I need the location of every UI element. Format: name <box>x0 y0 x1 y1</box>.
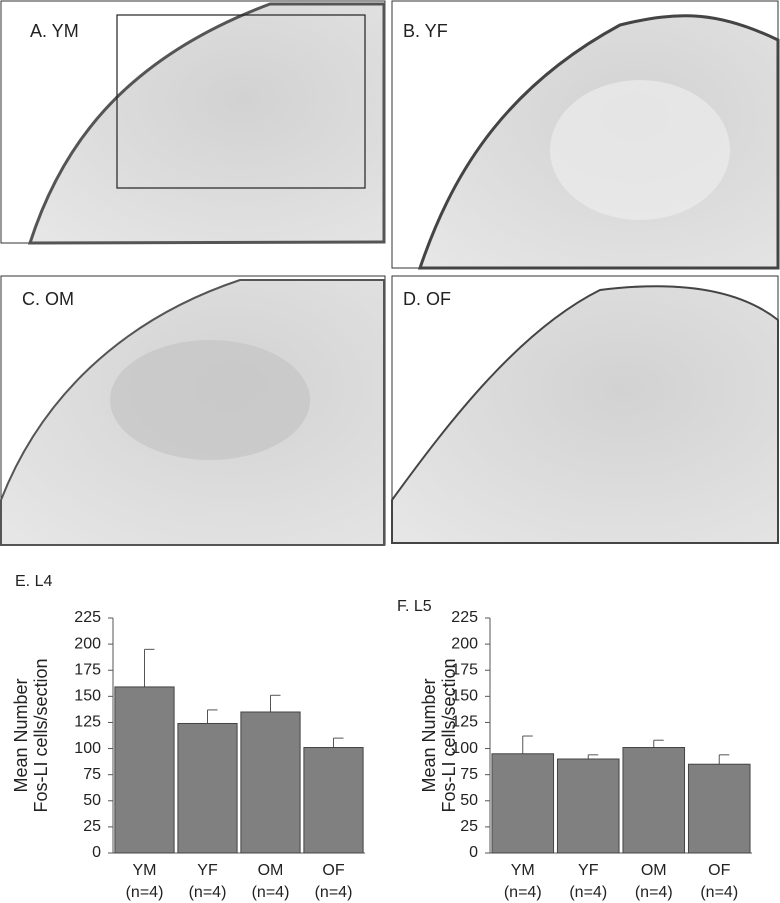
y-tick-label: 150 <box>74 688 101 705</box>
x-tick-sublabel: (n=4) <box>126 884 164 901</box>
x-tick-sublabel: (n=4) <box>504 884 542 901</box>
x-tick-label: OF <box>322 862 344 879</box>
x-tick-label: YM <box>511 862 535 879</box>
x-tick-label: OM <box>641 862 667 879</box>
y-tick-label: 50 <box>83 792 101 809</box>
panel-label: C. OM <box>22 289 74 309</box>
panel-label: D. OF <box>403 289 451 309</box>
bar <box>687 763 751 854</box>
chart-title: F. L5 <box>397 598 432 615</box>
x-tick-sublabel: (n=4) <box>189 884 227 901</box>
bar <box>240 711 301 854</box>
y-tick-label: 50 <box>460 792 478 809</box>
x-tick-sublabel: (n=4) <box>569 884 607 901</box>
x-tick-label: YF <box>197 862 218 879</box>
y-tick-label: 200 <box>74 635 101 652</box>
y-tick-label: 25 <box>83 818 101 835</box>
y-tick-label: 225 <box>451 609 478 626</box>
y-tick-label: 200 <box>451 635 478 652</box>
y-tick-label: 175 <box>451 661 478 678</box>
x-tick-label: YF <box>578 862 599 879</box>
y-tick-label: 225 <box>74 609 101 626</box>
bar <box>114 686 175 854</box>
y-axis-label: Mean Number <box>11 678 31 792</box>
x-tick-label: YM <box>133 862 157 879</box>
y-tick-label: 175 <box>74 661 101 678</box>
y-tick-label: 0 <box>469 844 478 861</box>
panel-label: B. YF <box>403 21 448 41</box>
micrograph-a: A. YM <box>0 0 386 245</box>
x-tick-sublabel: (n=4) <box>635 884 673 901</box>
y-axis-label: Mean Number <box>419 678 439 792</box>
y-tick-label: 150 <box>451 688 478 705</box>
x-tick-label: OM <box>258 862 284 879</box>
x-tick-sublabel: (n=4) <box>700 884 738 901</box>
x-tick-sublabel: (n=4) <box>315 884 353 901</box>
x-tick-sublabel: (n=4) <box>252 884 290 901</box>
y-tick-label: 25 <box>460 818 478 835</box>
micrograph-c: C. OM <box>0 275 386 546</box>
chart-title: E. L4 <box>15 573 52 590</box>
bar <box>177 722 238 854</box>
y-axis-label: Fos-LI cells/section <box>31 658 51 812</box>
bar <box>622 747 686 854</box>
y-tick-label: 100 <box>74 740 101 757</box>
y-tick-label: 125 <box>74 714 101 731</box>
micrograph-d: D. OF <box>391 275 779 544</box>
y-tick-label: 100 <box>451 740 478 757</box>
micrograph-b: B. YF <box>391 0 780 270</box>
y-tick-label: 125 <box>451 714 478 731</box>
bar <box>491 753 555 854</box>
panel-label: A. YM <box>30 21 79 41</box>
y-tick-label: 75 <box>460 766 478 783</box>
y-tick-label: 75 <box>83 766 101 783</box>
y-axis-label: Fos-LI cells/section <box>439 658 459 812</box>
y-tick-label: 0 <box>92 844 101 861</box>
bar <box>303 747 364 854</box>
x-tick-label: OF <box>708 862 730 879</box>
bar <box>556 758 620 854</box>
